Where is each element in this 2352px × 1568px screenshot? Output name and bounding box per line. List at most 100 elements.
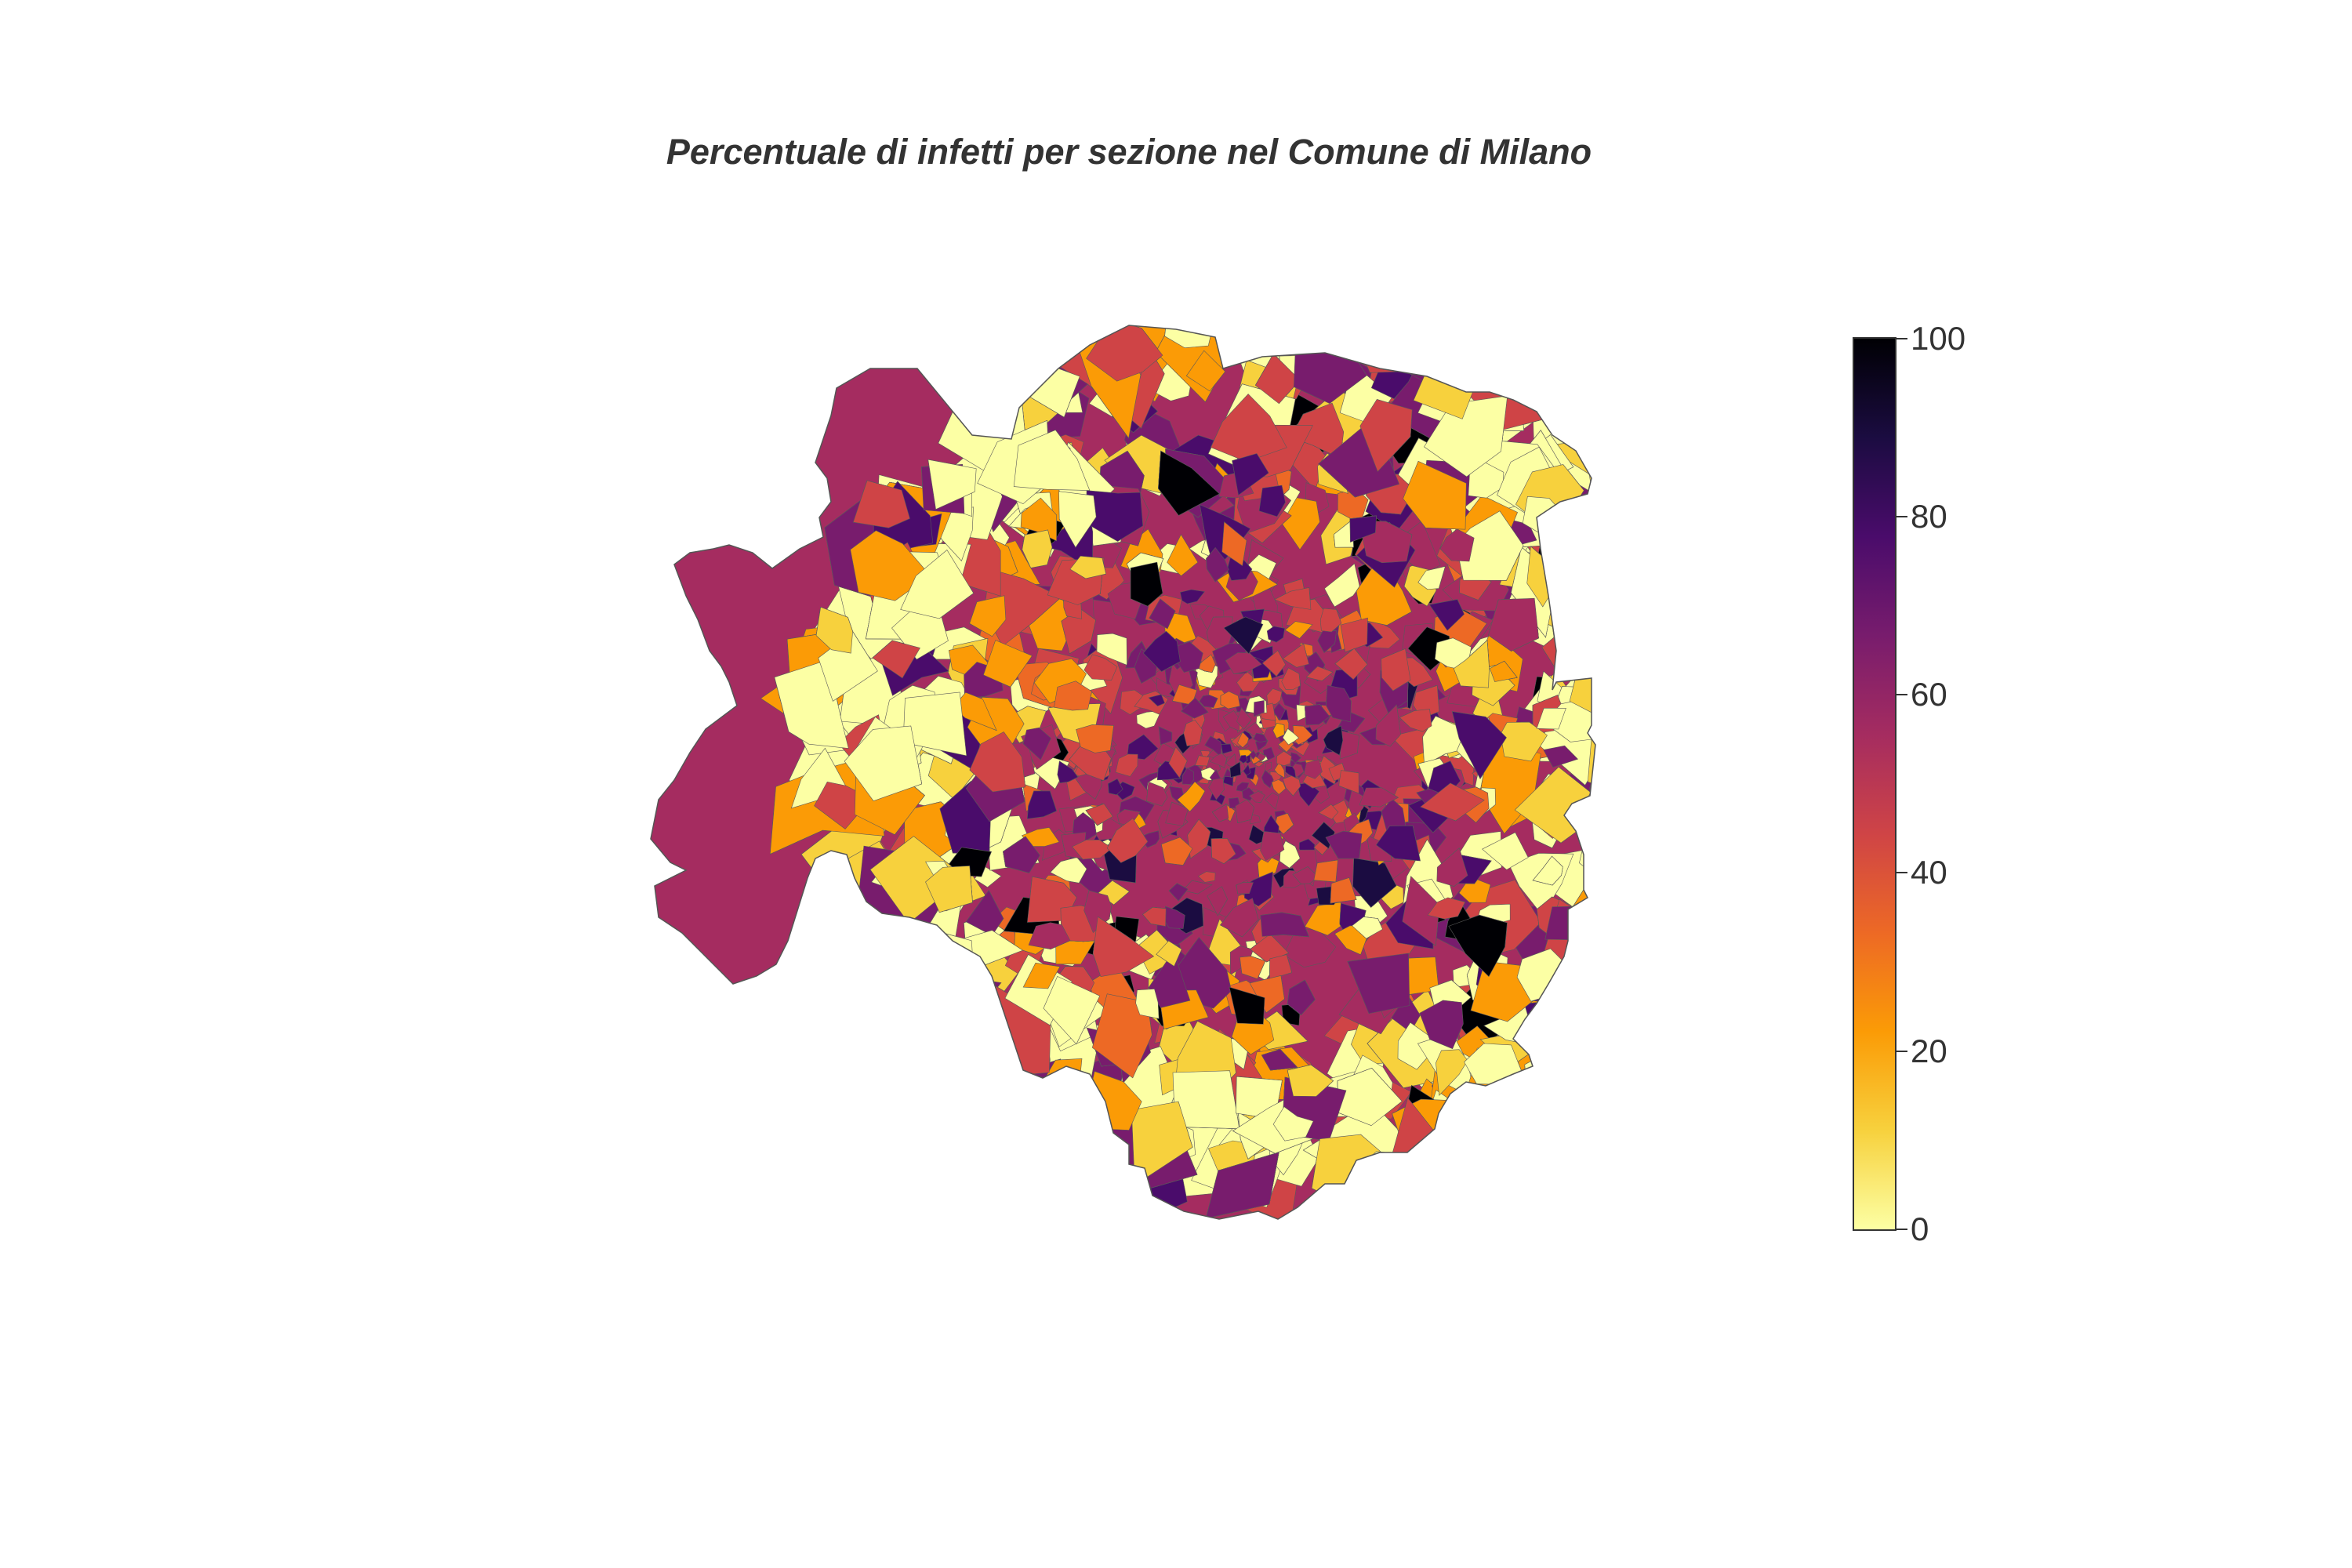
- map-section: [1619, 684, 1667, 744]
- map-section: [1313, 859, 1338, 883]
- map-section: [1563, 493, 1595, 567]
- map-section: [1001, 1113, 1087, 1167]
- map-section: [931, 964, 996, 1013]
- map-section: [1563, 493, 1595, 567]
- map-section: [1645, 642, 1681, 689]
- map-section: [1001, 1113, 1087, 1167]
- map-section: [1579, 829, 1595, 877]
- map-section: [1568, 570, 1595, 623]
- map-section: [1022, 827, 1060, 847]
- map-section: [1568, 570, 1595, 623]
- map-section: [913, 971, 980, 1062]
- map-section: [1610, 711, 1712, 788]
- map-section: [1600, 659, 1635, 683]
- colorbar-label-80: 80: [1911, 498, 1947, 535]
- map-section: [1589, 664, 1595, 743]
- map-section: [1635, 640, 1678, 677]
- map-section: [1599, 492, 1655, 564]
- map-section: [880, 938, 918, 978]
- map-section: [1615, 830, 1646, 869]
- map-section: [1632, 815, 1702, 866]
- map-section: [1617, 795, 1647, 836]
- map-section: [830, 911, 875, 966]
- map-section: [1555, 978, 1585, 1022]
- map-section: [1637, 805, 1708, 869]
- map-section: [1577, 793, 1595, 836]
- map-section: [1626, 809, 1662, 851]
- map-section: [1179, 589, 1206, 604]
- map-section: [1645, 642, 1681, 689]
- colorbar-label-0: 0: [1911, 1210, 1929, 1247]
- map-section: [1588, 807, 1595, 889]
- map-section: [1020, 1099, 1114, 1192]
- map-section: [837, 924, 903, 980]
- map-section: [1596, 763, 1678, 831]
- map-section: [1635, 640, 1678, 677]
- map-section: [1657, 794, 1726, 851]
- map-section: [1585, 496, 1595, 557]
- map-section: [1585, 820, 1595, 909]
- map-section: [1652, 746, 1722, 798]
- map-section: [1254, 325, 1310, 357]
- map-section: [1594, 829, 1595, 928]
- map-section: [998, 1105, 1037, 1147]
- map-section: [1013, 1102, 1075, 1165]
- map-section: [1581, 522, 1595, 579]
- colorbar-tick: [1896, 516, 1907, 517]
- map-section: [1613, 775, 1695, 891]
- map-section: [1648, 649, 1712, 725]
- map-section: [1585, 496, 1595, 557]
- map-section: [913, 971, 980, 1062]
- map-section: [1620, 651, 1676, 738]
- map-section: [1599, 492, 1655, 564]
- map-section: [1593, 731, 1595, 800]
- map-section: [1599, 492, 1655, 564]
- map-section: [1600, 827, 1638, 875]
- map-section: [1620, 651, 1676, 738]
- map-section: [1588, 807, 1595, 889]
- map-section: [1652, 746, 1722, 798]
- map-section: [1637, 805, 1708, 869]
- map-section: [1617, 498, 1674, 593]
- map-section: [1297, 782, 1320, 807]
- colorbar: [1853, 337, 1896, 1231]
- map-section: [1020, 1099, 1114, 1192]
- colorbar-tick: [1896, 1229, 1907, 1230]
- map-section: [1629, 796, 1680, 839]
- map-section: [1531, 1051, 1594, 1109]
- map-section: [1001, 1113, 1087, 1167]
- map-section: [1566, 898, 1595, 964]
- map-section: [1645, 840, 1700, 896]
- map-section: [1591, 490, 1595, 550]
- map-section: [1085, 1134, 1123, 1178]
- map-section: [931, 1005, 989, 1050]
- map-section: [1619, 895, 1693, 970]
- colorbar-tick: [1896, 872, 1907, 873]
- map-section: [1599, 492, 1655, 564]
- map-section: [965, 1069, 1009, 1131]
- map-section: [1254, 325, 1310, 357]
- map-section: [1652, 746, 1722, 798]
- map-section: [1148, 694, 1165, 706]
- map-section: [1164, 325, 1214, 349]
- map-section: [1610, 711, 1712, 788]
- map-section: [1603, 745, 1736, 873]
- map-section: [1593, 731, 1595, 800]
- map-section: [1617, 795, 1647, 836]
- map-section: [931, 964, 996, 1013]
- map-section: [1503, 1087, 1560, 1149]
- map-section: [1254, 325, 1310, 357]
- map-section: [1617, 948, 1683, 996]
- map-section: [1652, 746, 1722, 798]
- map-section: [1642, 728, 1708, 829]
- colorbar-label-20: 20: [1911, 1033, 1947, 1069]
- map-section: [1610, 924, 1704, 1018]
- map-section: [1537, 985, 1578, 1037]
- map-section: [1524, 1045, 1573, 1112]
- map-section: [1607, 521, 1633, 557]
- map-section: [931, 964, 996, 1013]
- map-section: [913, 971, 980, 1062]
- map-section: [846, 931, 978, 1041]
- map-section: [1566, 898, 1595, 964]
